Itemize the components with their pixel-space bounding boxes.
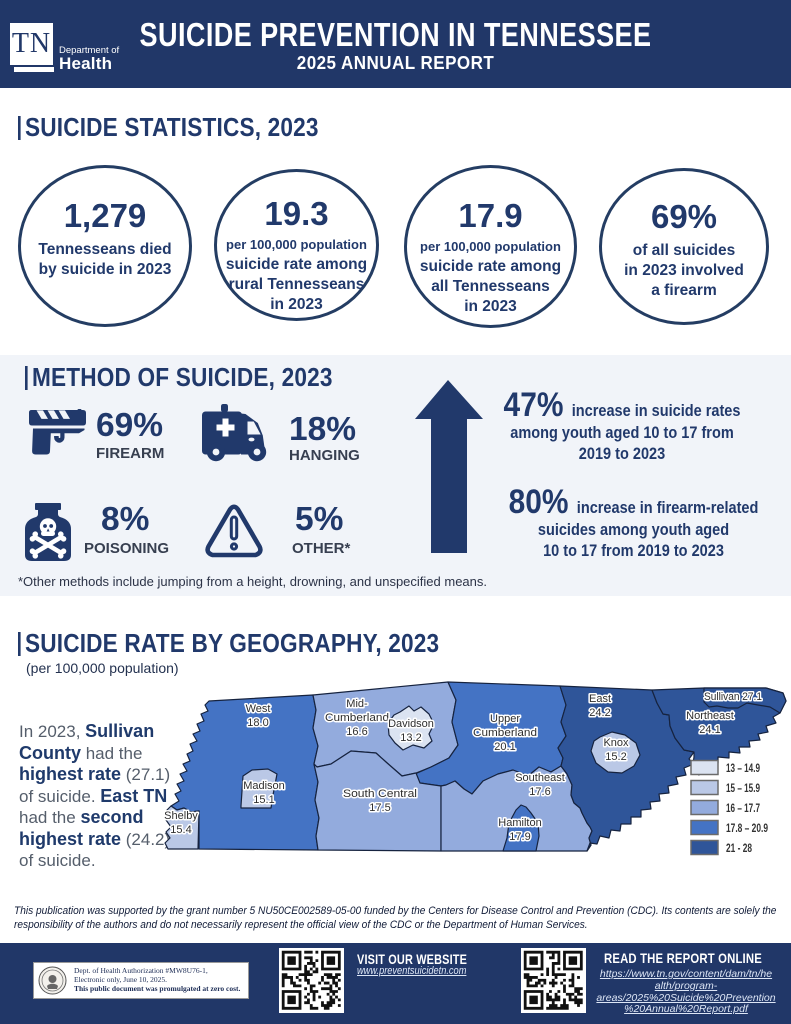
svg-text:Cumberland: Cumberland: [473, 727, 537, 739]
svg-text:Knox: Knox: [603, 737, 629, 749]
svg-text:Upper: Upper: [490, 713, 520, 725]
svg-text:17.6: 17.6: [529, 786, 550, 798]
svg-text:Cumberland: Cumberland: [325, 712, 389, 724]
svg-text:16.6: 16.6: [346, 726, 367, 738]
svg-text:West: West: [246, 703, 271, 715]
svg-text:Shelby: Shelby: [164, 810, 198, 822]
svg-text:Northeast: Northeast: [686, 710, 734, 722]
svg-text:South Central: South Central: [343, 788, 417, 800]
svg-text:17.5: 17.5: [369, 802, 390, 814]
svg-text:15.2: 15.2: [605, 751, 626, 763]
svg-text:15.4: 15.4: [170, 824, 191, 836]
svg-text:16 – 17.7: 16 – 17.7: [726, 803, 760, 815]
svg-text:Sullivan 27.1: Sullivan 27.1: [704, 691, 762, 703]
svg-text:15 – 15.9: 15 – 15.9: [726, 783, 760, 795]
svg-text:Davidson: Davidson: [388, 718, 434, 730]
svg-text:East: East: [589, 693, 611, 705]
svg-text:Madison: Madison: [243, 780, 285, 792]
svg-text:24.1: 24.1: [699, 724, 720, 736]
svg-text:18.0: 18.0: [247, 717, 268, 729]
svg-text:Mid-: Mid-: [346, 698, 368, 710]
svg-text:13 – 14.9: 13 – 14.9: [726, 763, 760, 775]
svg-text:20.1: 20.1: [494, 741, 515, 753]
svg-text:24.2: 24.2: [589, 707, 610, 719]
svg-text:Hamilton: Hamilton: [498, 817, 541, 829]
svg-text:17.8 – 20.9: 17.8 – 20.9: [726, 823, 768, 835]
svg-text:17.9: 17.9: [509, 831, 530, 843]
svg-text:15.1: 15.1: [253, 794, 274, 806]
svg-text:13.2: 13.2: [400, 732, 421, 744]
svg-text:Southeast: Southeast: [515, 772, 565, 784]
svg-text:21 - 28: 21 - 28: [726, 843, 752, 855]
